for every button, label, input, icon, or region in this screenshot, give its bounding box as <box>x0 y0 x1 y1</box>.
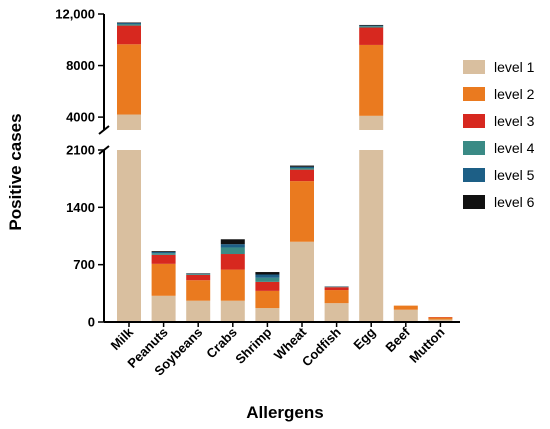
bar-soybeans-level-2 <box>186 280 211 301</box>
bar-soybeans-level-3 <box>186 274 211 281</box>
bar-mutton-level-1 <box>428 319 453 322</box>
legend-label-level-5: level 5 <box>494 167 535 183</box>
bar-wheat-level-1 <box>290 241 314 322</box>
bar-wheat-level-3 <box>290 169 314 182</box>
bar-crabs-level-6 <box>220 239 245 245</box>
x-tick-label-mutton: Mutton <box>406 324 447 365</box>
bar-shrimp-level-2 <box>255 290 280 309</box>
legend-label-level-2: level 2 <box>494 86 535 102</box>
bar-peanuts-level-5 <box>151 251 176 254</box>
bar-crabs-level-4 <box>220 247 245 255</box>
bar-egg-level-2-upper <box>359 44 384 116</box>
legend-swatch-level-5 <box>463 168 485 182</box>
legend-swatch-level-3 <box>463 114 485 128</box>
bar-soybeans-level-4 <box>186 274 211 275</box>
bar-peanuts-level-4 <box>151 253 176 255</box>
bar-shrimp-level-6 <box>255 272 280 275</box>
axis-break-mark <box>98 125 110 135</box>
x-axis: MilkPeanutsSoybeansCrabsShrimpWheatCodfi… <box>108 322 448 379</box>
legend-swatch-level-4 <box>463 141 485 155</box>
bar-mutton-level-2 <box>428 317 453 320</box>
bar-wheat-level-2 <box>290 181 314 242</box>
bar-peanuts-level-6 <box>151 251 176 252</box>
bar-shrimp-level-4 <box>255 277 280 282</box>
bar-crabs-level-5 <box>220 244 245 248</box>
bar-shrimp-level-5 <box>255 274 280 278</box>
bar-crabs-level-3 <box>220 254 245 270</box>
bar-shrimp-level-1 <box>255 308 280 322</box>
y-axis-title: Positive cases <box>6 113 25 230</box>
bar-peanuts-level-3 <box>151 254 176 264</box>
bar-egg-level-3-upper <box>359 27 384 45</box>
bar-egg-level-6-upper <box>359 24 384 26</box>
legend-label-level-3: level 3 <box>494 113 535 129</box>
legend-label-level-4: level 4 <box>494 140 535 156</box>
y-tick-label: 2100 <box>66 143 95 158</box>
bar-wheat-level-4 <box>290 168 314 170</box>
x-tick-label-codfish: Codfish <box>299 324 344 369</box>
y-tick-label: 8000 <box>66 58 95 73</box>
y-tick-label: 4000 <box>66 110 95 125</box>
bar-codfish-level-1 <box>324 303 349 322</box>
bar-beef-level-1 <box>393 309 418 322</box>
bar-codfish-level-3 <box>324 287 349 291</box>
x-tick-label-egg: Egg <box>350 324 378 352</box>
bar-milk-level-4-upper <box>117 24 141 26</box>
bar-shrimp-level-3 <box>255 281 280 291</box>
bar-wheat-level-6 <box>290 165 314 167</box>
x-tick-label-milk: Milk <box>108 324 137 353</box>
bars-group <box>117 22 453 322</box>
bar-wheat-level-5 <box>290 166 314 169</box>
x-axis-title: Allergens <box>246 403 323 422</box>
bar-peanuts-level-1 <box>151 295 176 322</box>
bar-milk-level-3-upper <box>117 25 141 45</box>
bar-peanuts-level-2 <box>151 263 176 296</box>
bar-milk-level-1-upper <box>117 114 141 130</box>
y-axis: 0 700 1400 2100 4000 8000 12,000 <box>55 7 460 330</box>
y-tick-label: 0 <box>88 315 95 330</box>
bar-egg-level-1-upper <box>359 115 384 130</box>
bar-egg-level-4-upper <box>359 26 384 28</box>
bar-soybeans-level-1 <box>186 300 211 322</box>
legend-swatch-level-6 <box>463 195 485 209</box>
legend-label-level-1: level 1 <box>494 59 535 75</box>
bar-crabs-level-2 <box>220 269 245 301</box>
bar-milk-level-2-upper <box>117 44 141 115</box>
bar-milk-level-1 <box>117 150 141 322</box>
legend-swatch-level-2 <box>463 87 485 101</box>
legend-label-level-6: level 6 <box>494 194 535 210</box>
y-tick-label: 12,000 <box>55 7 95 22</box>
bar-beef-level-2 <box>393 305 418 310</box>
legend-swatch-level-1 <box>463 60 485 74</box>
bar-crabs-level-1 <box>220 300 245 322</box>
bar-egg-level-1 <box>359 150 384 322</box>
legend: level 1 level 2 level 3 level 4 level 5 level… <box>463 59 535 210</box>
x-tick-label-beef: Beef <box>382 324 413 355</box>
bar-codfish-level-2 <box>324 290 349 304</box>
x-tick-label-shrimp: Shrimp <box>232 324 274 366</box>
y-tick-label: 1400 <box>66 200 95 215</box>
bar-milk-level-6-upper <box>117 22 141 24</box>
bar-egg-level-5-upper <box>359 25 384 27</box>
y-tick-label: 700 <box>73 257 95 272</box>
bar-milk-level-5-upper <box>117 23 141 25</box>
